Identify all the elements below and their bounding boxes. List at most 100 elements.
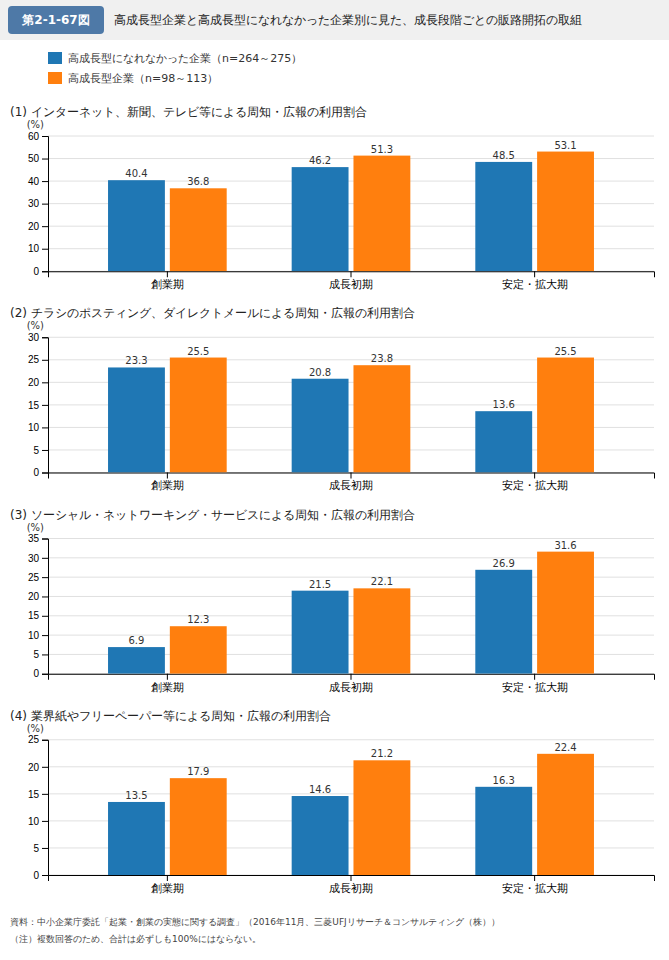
grid: [48, 539, 654, 674]
y-tick: 50: [28, 153, 48, 164]
data-label: 25.5: [554, 346, 576, 357]
tick-mark: [42, 382, 48, 383]
tick-mark: [42, 577, 48, 578]
tick-mark: [42, 674, 48, 675]
y-axis-label: (%): [27, 320, 44, 331]
x-tick-label: 創業期: [151, 882, 184, 894]
y-axis-label: (%): [27, 119, 44, 130]
y-tick-label: 15: [28, 610, 40, 621]
tick-mark: [42, 875, 48, 876]
bar: [537, 358, 594, 473]
bar: [353, 588, 410, 673]
x-tick: 安定・拡大期: [502, 271, 568, 290]
y-tick-label: 20: [28, 377, 40, 388]
figure: 第2-1-67図高成長型企業と高成長型になれなかった企業別に見た、成長段階ごとの…: [0, 0, 669, 960]
bars: [108, 754, 594, 875]
x-tick-label: 安定・拡大期: [502, 882, 568, 894]
bar: [170, 188, 227, 271]
y-tick: 25: [28, 734, 48, 745]
tick-mark: [351, 271, 352, 277]
tick-mark: [42, 204, 48, 205]
chart-title: (3) ソーシャル・ネットワーキング・サービスによる周知・広報の利用割合: [10, 508, 415, 522]
y-tick-label: 60: [28, 131, 40, 142]
y-tick: 20: [28, 221, 48, 232]
bar: [292, 591, 349, 674]
y-tick-label: 40: [28, 176, 40, 187]
x-tick-label: 成長初期: [329, 681, 373, 693]
data-label: 22.1: [371, 576, 393, 587]
y-tick: 25: [28, 354, 48, 365]
x-tick: 成長初期: [329, 875, 373, 894]
y-tick: 10: [28, 243, 48, 254]
tick-mark: [42, 654, 48, 655]
tick-mark: [167, 674, 168, 680]
x-tick: 安定・拡大期: [502, 875, 568, 894]
bar: [537, 552, 594, 674]
data-label: 6.9: [129, 635, 145, 646]
legend: 高成長型になれなかった企業（n=264～275） 高成長型企業（n=98～113）: [48, 52, 302, 85]
x-tick-label: 創業期: [151, 479, 184, 491]
y-tick-label: 20: [28, 221, 40, 232]
y-tick: 35: [28, 533, 48, 544]
legend-swatch: [48, 72, 62, 84]
header-background: [0, 0, 669, 40]
axis-line: [42, 539, 49, 674]
tick-mark: [42, 159, 48, 160]
tick-mark: [42, 616, 48, 617]
y-tick-label: 25: [28, 572, 40, 583]
legend-item: 高成長型企業（n=98～113）: [48, 72, 218, 85]
bar: [292, 167, 349, 271]
tick-mark: [42, 539, 48, 540]
x-tick-label: 創業期: [151, 278, 184, 290]
bar: [108, 802, 165, 875]
y-tick: 10: [28, 630, 48, 641]
chart-title: (4) 業界紙やフリーペーパー等による周知・広報の利用割合: [10, 709, 331, 723]
x-tick: 創業期: [151, 473, 184, 492]
axis-line: [49, 272, 655, 278]
y-tick: 20: [28, 762, 48, 773]
axis-line: [42, 740, 49, 875]
y-tick-label: 5: [33, 649, 39, 660]
data-label: 23.3: [125, 355, 147, 366]
data-label: 22.4: [554, 742, 576, 753]
data-label: 26.9: [493, 558, 515, 569]
chart: 23.320.813.625.523.825.5051015202530創業期成…: [28, 332, 655, 491]
y-axis: 051015202530: [28, 332, 49, 478]
tick-mark: [42, 427, 48, 428]
tick-mark: [42, 405, 48, 406]
y-tick-label: 10: [28, 816, 40, 827]
y-tick-label: 10: [28, 422, 40, 433]
legend-label: 高成長型になれなかった企業（n=264～275）: [68, 52, 302, 65]
legend-item: 高成長型になれなかった企業（n=264～275）: [48, 52, 302, 65]
bar: [475, 570, 532, 674]
tick-mark: [167, 271, 168, 277]
x-axis: 創業期成長初期安定・拡大期: [49, 674, 655, 693]
grid: [48, 740, 654, 875]
bar: [170, 626, 227, 674]
axis-line: [49, 674, 655, 680]
y-tick-label: 10: [28, 243, 40, 254]
bar: [108, 367, 165, 472]
y-tick-label: 20: [28, 591, 40, 602]
y-tick: 60: [28, 131, 48, 142]
x-tick-label: 成長初期: [329, 278, 373, 290]
y-tick: 0: [33, 467, 48, 478]
data-label: 53.1: [554, 140, 576, 151]
tick-mark: [42, 181, 48, 182]
x-axis: 創業期成長初期安定・拡大期: [49, 473, 655, 492]
bar: [353, 760, 410, 875]
data-label: 14.6: [309, 784, 331, 795]
x-tick: 創業期: [151, 674, 184, 693]
x-axis: 創業期 成長初期 安定・拡大期: [49, 271, 655, 290]
legend-swatch: [48, 52, 62, 64]
y-tick: 15: [28, 400, 48, 411]
bars: [108, 358, 594, 473]
y-tick-label: 10: [28, 630, 40, 641]
tick-mark: [351, 473, 352, 479]
y-tick-label: 5: [33, 843, 39, 854]
x-tick: 成長初期: [329, 473, 373, 492]
grid-line: [48, 136, 654, 137]
y-axis-label: (%): [27, 723, 44, 734]
y-tick: 0: [33, 870, 48, 881]
header-label-box: [8, 6, 104, 34]
